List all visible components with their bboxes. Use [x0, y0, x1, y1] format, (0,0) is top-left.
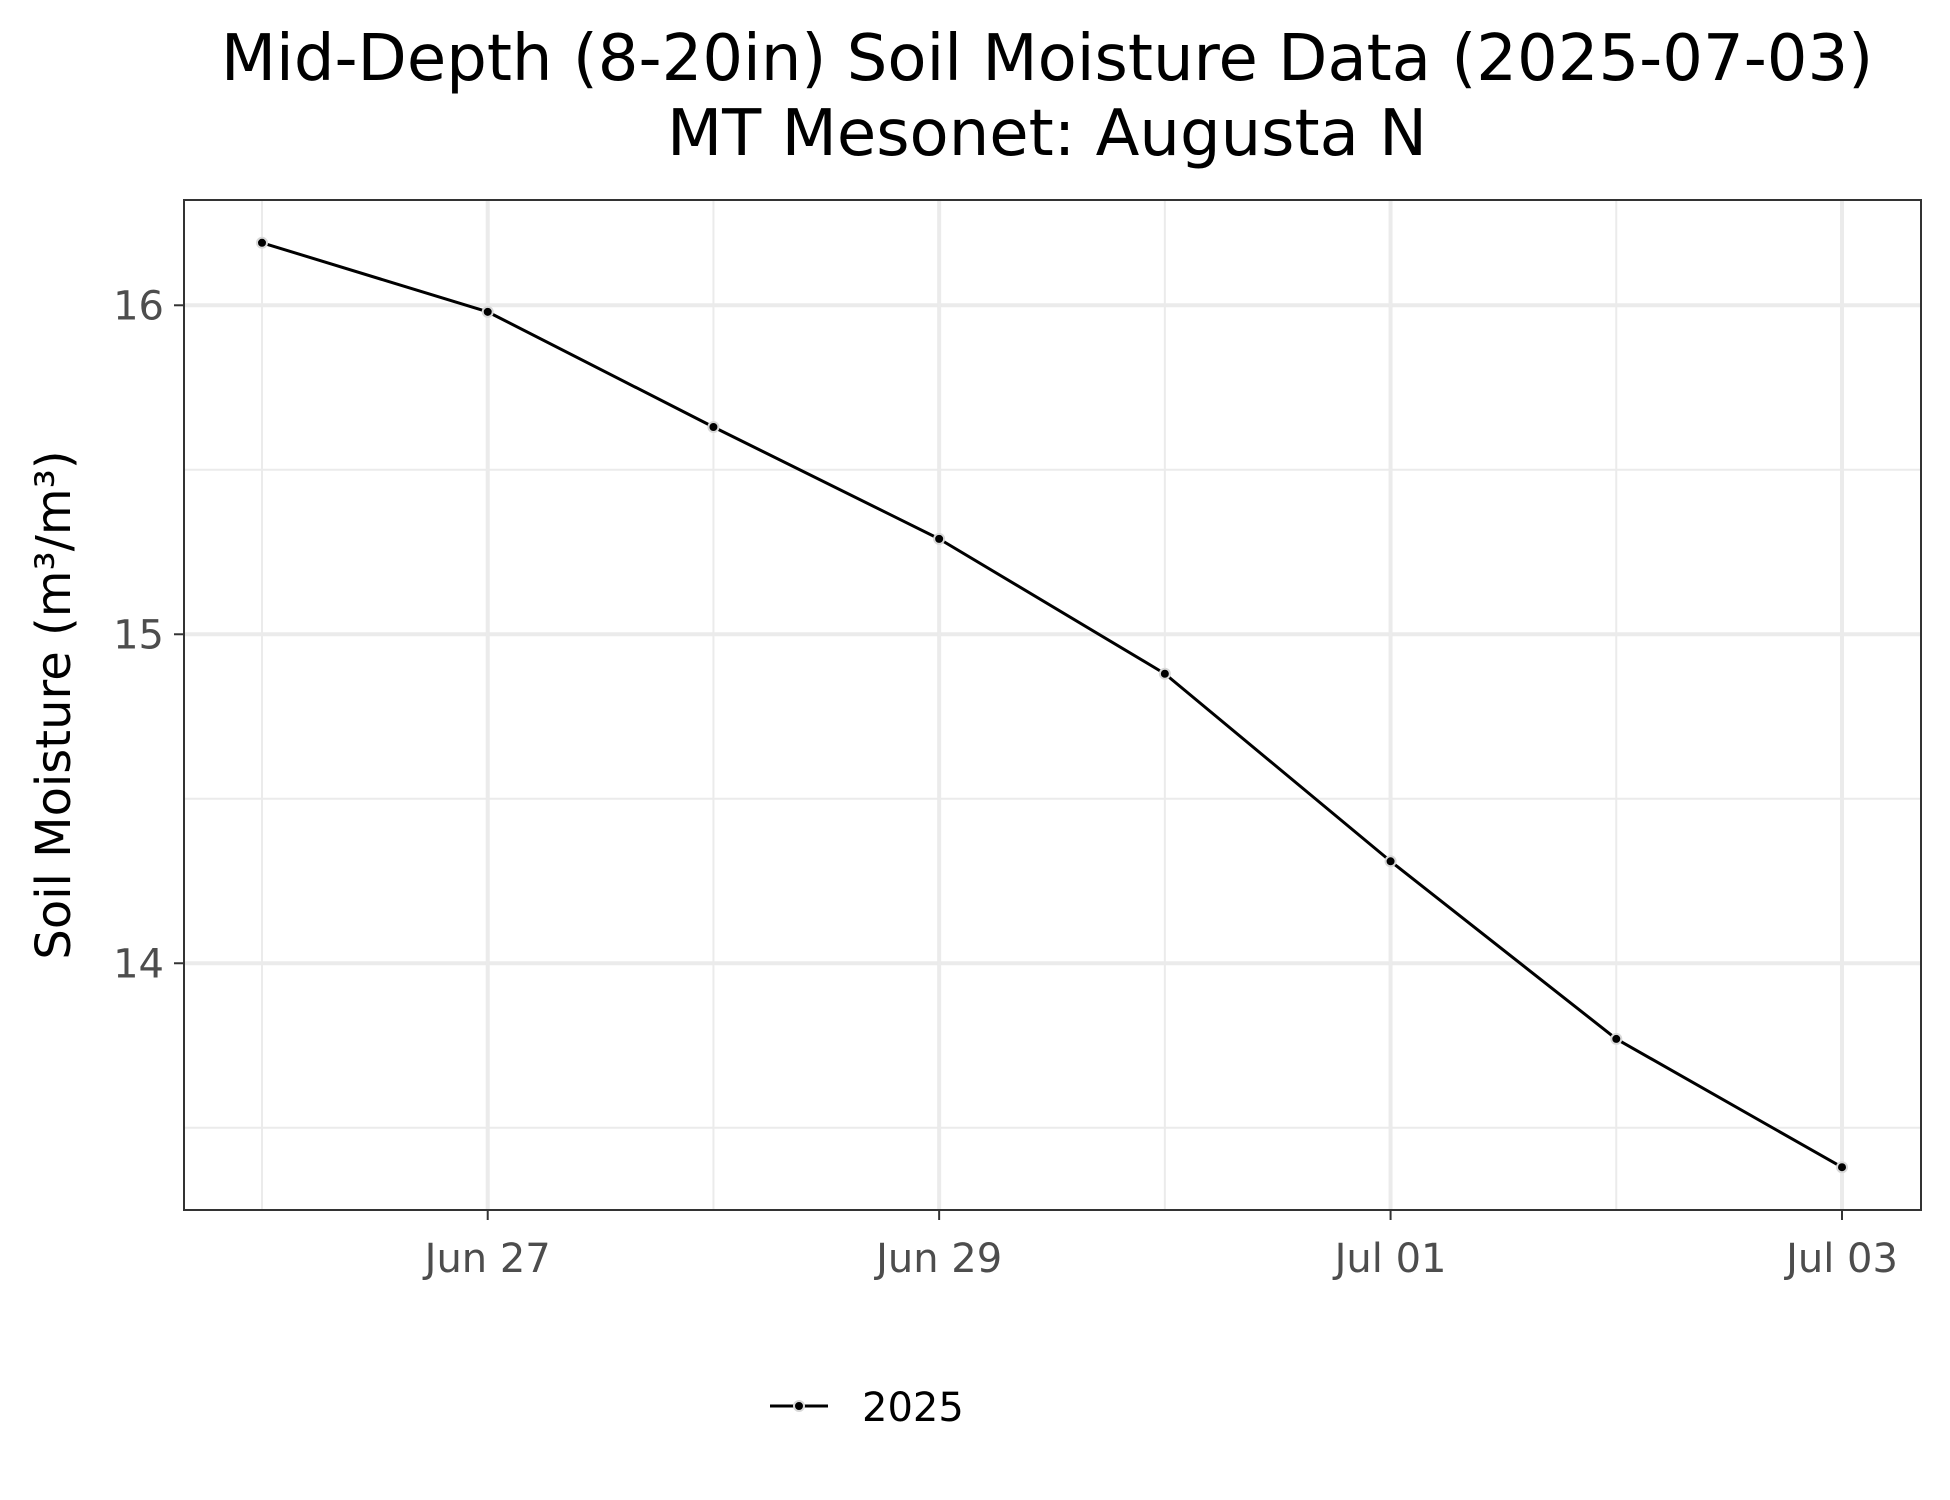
series-line-2025	[261, 241, 1843, 1169]
data-point	[933, 532, 946, 545]
x-tick-label: Jul 03	[1783, 1236, 1898, 1282]
axes: 14 15 16 Jun 27 Jun 29 Jul 01 Jul 03	[113, 283, 1898, 1282]
y-axis-title: Soil Moisture (m³/m³)	[26, 450, 82, 959]
data-point	[707, 421, 720, 434]
data-point	[1836, 1161, 1848, 1174]
legend-label-2025: 2025	[862, 1385, 964, 1431]
plot-panel	[184, 200, 1921, 1210]
x-tick-label: Jun 27	[422, 1236, 551, 1282]
grid-lines	[184, 200, 1921, 1210]
data-point	[1610, 1032, 1623, 1045]
data-point	[256, 236, 268, 249]
plot-border	[183, 199, 1922, 1211]
chart-subtitle: MT Mesonet: Augusta N	[667, 97, 1427, 171]
chart-title: Mid-Depth (8-20in) Soil Moisture Data (2…	[221, 22, 1873, 96]
y-tick-label: 14	[113, 941, 164, 987]
data-point	[1158, 667, 1171, 680]
data-point	[481, 305, 494, 318]
series-layer	[256, 236, 1848, 1174]
y-tick-label: 15	[113, 612, 164, 658]
legend: 2025	[770, 1385, 964, 1431]
y-tick-label: 16	[113, 283, 164, 329]
legend-point-key	[793, 1400, 805, 1412]
x-tick-label: Jun 29	[873, 1236, 1002, 1282]
x-tick-label: Jul 01	[1332, 1236, 1447, 1282]
data-point	[1384, 855, 1397, 868]
